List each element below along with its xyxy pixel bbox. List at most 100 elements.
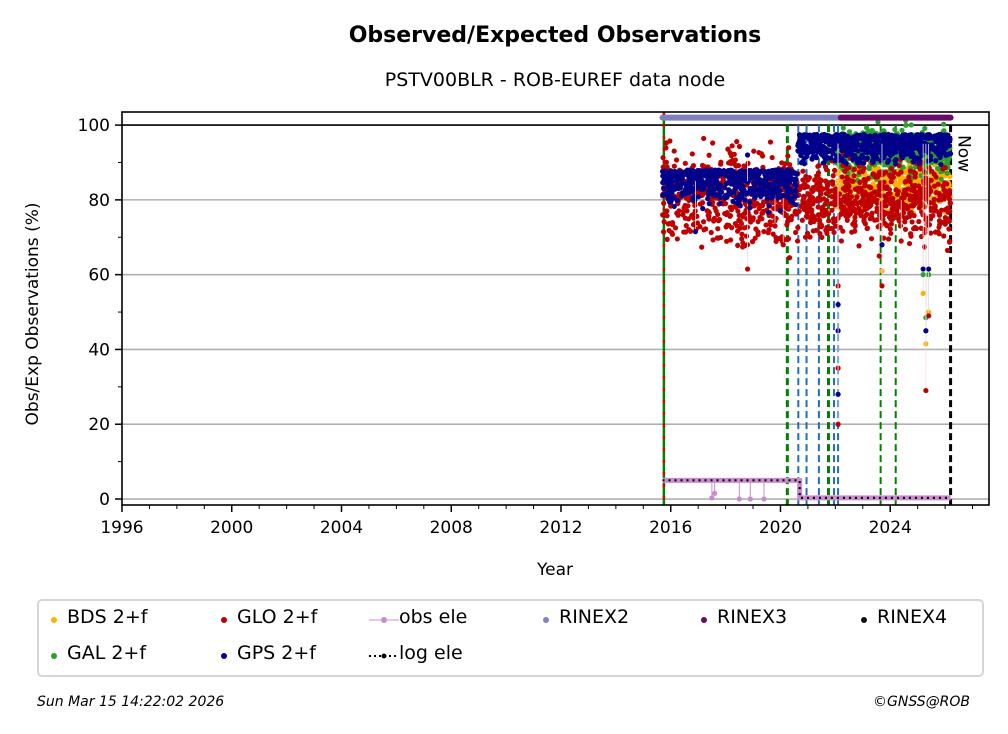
data-point xyxy=(737,225,743,231)
data-point xyxy=(833,223,839,229)
data-point xyxy=(899,197,905,203)
data-point xyxy=(664,213,670,219)
data-point xyxy=(861,218,867,224)
data-point xyxy=(881,193,888,199)
data-point xyxy=(944,170,950,176)
data-point xyxy=(866,204,873,210)
data-point xyxy=(910,193,916,200)
y-tick-label: 40 xyxy=(88,340,110,360)
data-point xyxy=(825,211,831,217)
data-point xyxy=(802,234,809,240)
legend-marker-icon xyxy=(39,610,61,624)
data-point xyxy=(844,149,850,155)
data-point xyxy=(787,162,793,168)
data-point xyxy=(786,215,792,221)
data-point xyxy=(828,201,834,207)
legend-label: GPS 2+f xyxy=(237,642,316,664)
data-point xyxy=(937,221,943,228)
data-point xyxy=(880,209,886,215)
data-point xyxy=(665,171,671,177)
data-point xyxy=(660,192,666,198)
log-ele-line xyxy=(662,479,951,499)
data-point xyxy=(797,135,803,141)
data-point xyxy=(671,163,677,169)
data-point xyxy=(872,133,878,140)
data-point xyxy=(757,214,763,221)
data-point xyxy=(699,186,706,192)
data-point xyxy=(923,328,929,334)
data-point xyxy=(728,153,735,159)
data-point xyxy=(664,208,670,214)
data-point xyxy=(793,193,799,199)
data-point xyxy=(768,188,774,194)
data-point xyxy=(906,150,912,156)
data-point xyxy=(845,165,852,171)
data-point xyxy=(907,231,914,237)
data-point xyxy=(792,202,799,208)
data-point xyxy=(931,183,938,189)
data-point xyxy=(832,195,838,201)
data-point xyxy=(818,191,824,197)
data-point xyxy=(737,203,743,209)
data-point xyxy=(838,197,844,203)
legend-marker-icon xyxy=(369,610,399,624)
y-tick-label: 60 xyxy=(88,266,110,286)
data-point xyxy=(815,163,821,169)
plot-frame xyxy=(121,111,990,506)
data-point xyxy=(697,201,704,207)
data-point xyxy=(811,219,817,225)
data-point xyxy=(912,141,918,147)
obs-ele-point xyxy=(761,496,767,502)
data-point xyxy=(939,132,946,138)
data-point xyxy=(682,187,688,193)
data-point xyxy=(736,217,742,223)
data-point xyxy=(941,187,948,193)
data-point xyxy=(813,153,819,159)
data-point xyxy=(661,186,667,192)
data-point xyxy=(937,154,943,160)
data-point xyxy=(868,185,874,191)
chart-subtitle: PSTV00BLR - ROB-EUREF data node xyxy=(385,69,725,91)
data-point xyxy=(867,133,873,139)
data-point xyxy=(760,188,766,194)
timestamp: Sun Mar 15 14:22:02 2026 xyxy=(37,694,225,710)
legend-marker-icon xyxy=(209,610,231,624)
data-point xyxy=(728,207,735,213)
data-point xyxy=(663,145,669,151)
data-point xyxy=(846,145,852,151)
data-point xyxy=(934,132,940,138)
chart: Observed/Expected Observations PSTV00BLR… xyxy=(23,23,990,580)
data-point xyxy=(707,167,713,174)
data-point xyxy=(836,153,842,159)
data-point xyxy=(671,148,677,154)
data-point xyxy=(863,125,870,131)
data-point xyxy=(663,159,669,165)
data-point xyxy=(902,226,909,232)
data-point xyxy=(794,171,800,177)
data-point xyxy=(903,191,909,197)
data-point xyxy=(718,159,724,165)
data-point xyxy=(715,185,721,191)
data-point xyxy=(931,171,937,177)
data-point xyxy=(805,214,811,220)
data-point xyxy=(690,196,696,202)
data-point xyxy=(792,177,798,183)
data-point xyxy=(737,194,743,200)
data-point xyxy=(877,222,883,228)
data-point xyxy=(854,194,860,200)
data-point xyxy=(941,196,947,202)
data-point xyxy=(838,238,845,244)
data-point xyxy=(724,238,730,244)
data-point xyxy=(888,179,894,185)
data-point xyxy=(832,132,839,138)
data-point xyxy=(805,177,811,183)
data-point xyxy=(869,210,875,216)
data-point xyxy=(824,230,830,237)
data-point xyxy=(807,234,813,240)
data-point xyxy=(893,157,899,163)
data-point xyxy=(753,209,759,215)
data-point xyxy=(916,218,922,225)
data-point xyxy=(883,169,889,175)
data-point xyxy=(832,186,839,192)
data-point xyxy=(836,191,843,197)
